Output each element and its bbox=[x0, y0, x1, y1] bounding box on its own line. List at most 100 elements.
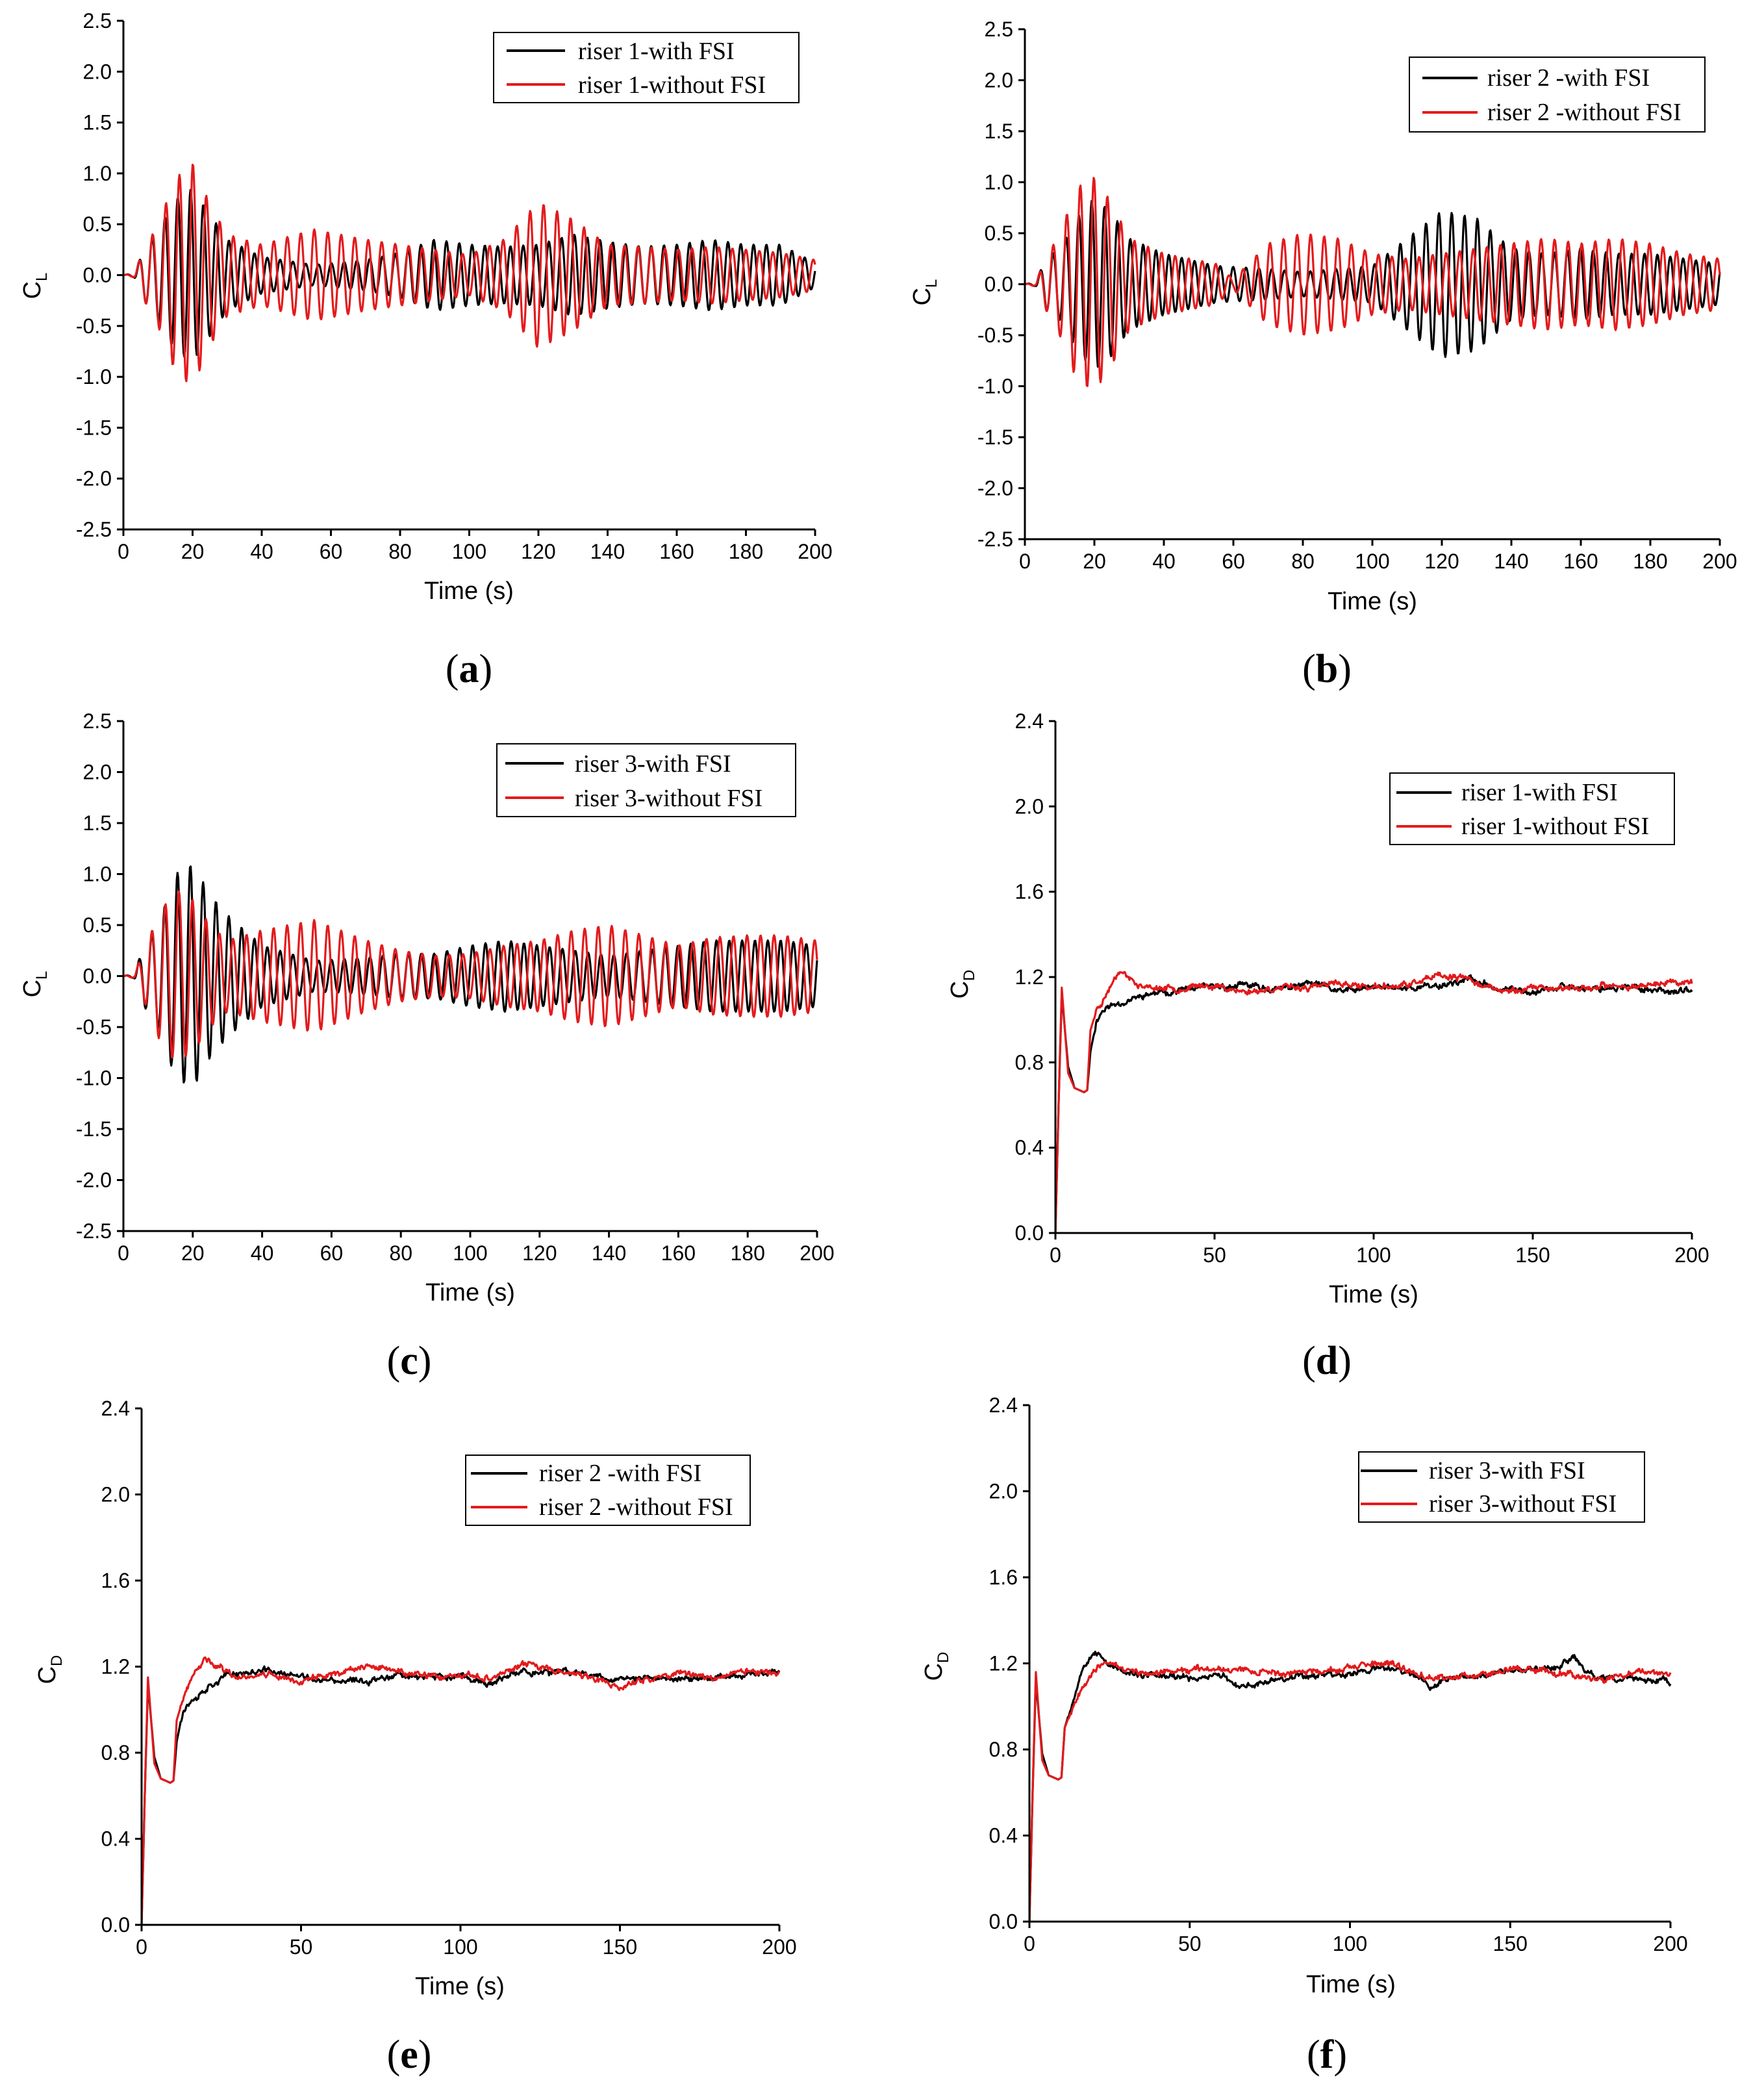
x-tick-label: 60 bbox=[320, 540, 343, 563]
series-line-1 bbox=[1028, 1651, 1672, 1922]
legend-label-series-1: riser 1-with FSI bbox=[1461, 779, 1618, 806]
y-tick-label: 2.5 bbox=[985, 18, 1013, 41]
x-tick-label: 180 bbox=[729, 540, 763, 563]
legend-label-series-1: riser 2 -with FSI bbox=[539, 1460, 701, 1487]
y-tick-label: 0.0 bbox=[101, 1913, 130, 1937]
x-tick-label: 160 bbox=[659, 540, 694, 563]
y-tick-label: 0.0 bbox=[1015, 1221, 1044, 1245]
y-axis-ticks: 2.4 2.0 1.6 1.2 0.8 0.4 0.0 bbox=[989, 1393, 1029, 1933]
y-tick-label: 0.5 bbox=[83, 212, 112, 236]
y-tick-label: 1.0 bbox=[83, 863, 112, 886]
legend: riser 1-with FSI riser 1-without FSI bbox=[493, 32, 800, 103]
x-tick-label: 0 bbox=[136, 1935, 147, 1959]
x-tick-label: 0 bbox=[118, 1241, 129, 1265]
x-axis-ticks: 0 50 100 150 200 bbox=[1024, 1922, 1688, 1955]
y-axis-label: CD bbox=[34, 1655, 66, 1684]
x-tick-label: 150 bbox=[1493, 1932, 1528, 1955]
x-tick-label: 200 bbox=[800, 1241, 834, 1265]
x-tick-label: 20 bbox=[181, 540, 205, 563]
legend: riser 1-with FSI riser 1-without FSI bbox=[1389, 772, 1675, 845]
y-tick-label: 0.4 bbox=[989, 1824, 1018, 1848]
x-tick-label: 20 bbox=[181, 1241, 205, 1265]
series-layer bbox=[1028, 1651, 1672, 1922]
y-tick-label: -2.0 bbox=[76, 467, 112, 490]
x-tick-label: 100 bbox=[1356, 1243, 1391, 1267]
legend-box bbox=[465, 1455, 751, 1526]
x-tick-label: 200 bbox=[1674, 1243, 1709, 1267]
y-axis-ticks: 2.5 2.0 1.5 1.0 0.5 0.0 -0.5 -1.0 -1.5 -2.0 -2.5 bbox=[76, 709, 123, 1243]
legend: riser 2 -with FSI riser 2 -without FSI bbox=[465, 1455, 751, 1526]
y-axis-ticks: 2.4 2.0 1.6 1.2 0.8 0.4 0.0 bbox=[1015, 709, 1055, 1245]
legend-box bbox=[1409, 57, 1706, 133]
legend: riser 2 -with FSI riser 2 -without FSI bbox=[1409, 57, 1706, 133]
x-tick-label: 120 bbox=[521, 540, 555, 563]
panel-label: (a) bbox=[446, 647, 492, 691]
x-tick-label: 20 bbox=[1083, 550, 1106, 573]
x-axis-ticks: 0 50 100 150 200 bbox=[136, 1925, 797, 1959]
axis-frame bbox=[1028, 1405, 1670, 1923]
legend-box bbox=[1389, 772, 1675, 845]
x-axis-ticks: 0 50 100 150 200 bbox=[1050, 1233, 1709, 1267]
y-tick-label: -0.5 bbox=[76, 1015, 112, 1039]
x-tick-label: 100 bbox=[452, 540, 486, 563]
y-tick-label: 0.8 bbox=[989, 1738, 1018, 1761]
x-tick-label: 0 bbox=[1019, 550, 1031, 573]
y-tick-label: 1.5 bbox=[83, 811, 112, 835]
y-tick-label: 1.6 bbox=[101, 1569, 130, 1592]
y-tick-label: -2.5 bbox=[977, 527, 1013, 551]
x-tick-label: 200 bbox=[1702, 550, 1737, 573]
x-tick-label: 40 bbox=[251, 1241, 274, 1265]
axis-frame bbox=[140, 1408, 779, 1926]
x-tick-label: 100 bbox=[1333, 1932, 1367, 1955]
series-line-2 bbox=[140, 1656, 781, 1925]
series-line-2 bbox=[123, 164, 816, 383]
y-tick-label: 1.0 bbox=[985, 171, 1013, 194]
y-tick-label: -2.5 bbox=[76, 518, 112, 541]
x-axis-label: Time (s) bbox=[424, 578, 514, 605]
panel-c: 2.5 2.0 1.5 1.0 0.5 0.0 -0.5 -1.0 -1.5 -2.0 -2.5 0… bbox=[19, 709, 835, 1383]
y-tick-label: 2.4 bbox=[1015, 709, 1044, 733]
series-layer bbox=[1054, 971, 1693, 1234]
panel-e: 2.4 2.0 1.6 1.2 0.8 0.4 0.0 0 50 100 150 200 CD Ti… bbox=[34, 1397, 797, 2077]
y-tick-label: 0.8 bbox=[101, 1741, 130, 1764]
y-tick-label: 1.5 bbox=[985, 120, 1013, 143]
x-axis-label: Time (s) bbox=[1306, 1971, 1396, 1998]
x-tick-label: 120 bbox=[522, 1241, 557, 1265]
y-tick-label: 0.5 bbox=[83, 913, 112, 937]
series-line-2 bbox=[123, 890, 818, 1059]
y-tick-label: 2.5 bbox=[83, 9, 112, 32]
series-line-1 bbox=[123, 865, 818, 1084]
x-tick-label: 80 bbox=[389, 1241, 412, 1265]
legend-box bbox=[493, 32, 800, 103]
series-line-1 bbox=[1054, 974, 1693, 1234]
y-tick-label: 2.0 bbox=[83, 60, 112, 83]
x-tick-label: 50 bbox=[1203, 1243, 1226, 1267]
panel-label: (f) bbox=[1307, 2033, 1347, 2077]
legend-label-series-2: riser 1-without FSI bbox=[578, 71, 766, 99]
x-tick-label: 120 bbox=[1424, 550, 1459, 573]
panel-f: 2.4 2.0 1.6 1.2 0.8 0.4 0.0 0 50 100 150 200 CD Ti… bbox=[920, 1393, 1688, 2077]
panel-label: (d) bbox=[1302, 1339, 1352, 1383]
x-tick-label: 0 bbox=[118, 540, 129, 563]
y-axis-ticks: 2.4 2.0 1.6 1.2 0.8 0.4 0.0 bbox=[101, 1397, 142, 1937]
y-tick-label: 2.0 bbox=[985, 69, 1013, 92]
y-tick-label: -1.5 bbox=[76, 416, 112, 439]
y-axis-ticks: 2.5 2.0 1.5 1.0 0.5 0.0 -0.5 -1.0 -1.5 -2.0 -2.5 bbox=[977, 18, 1025, 551]
legend-label-series-2: riser 2 -without FSI bbox=[539, 1493, 733, 1521]
y-tick-label: 2.0 bbox=[989, 1480, 1018, 1503]
y-axis-label: CL bbox=[909, 279, 940, 306]
series-line-2 bbox=[1024, 177, 1721, 387]
x-tick-label: 100 bbox=[1355, 550, 1389, 573]
y-tick-label: 0.0 bbox=[985, 273, 1013, 296]
y-tick-label: -2.0 bbox=[76, 1169, 112, 1192]
series-layer bbox=[123, 865, 818, 1084]
x-axis-ticks: 0 20 40 60 80 100 120 140 160 180 200 bbox=[118, 529, 833, 563]
x-tick-label: 180 bbox=[731, 1241, 765, 1265]
x-tick-label: 160 bbox=[661, 1241, 696, 1265]
x-axis-label: Time (s) bbox=[1328, 588, 1417, 615]
x-tick-label: 0 bbox=[1024, 1932, 1035, 1955]
y-tick-label: 0.4 bbox=[101, 1827, 130, 1851]
y-tick-label: -2.5 bbox=[76, 1219, 112, 1243]
legend: riser 3-with FSI riser 3-without FSI bbox=[496, 743, 796, 817]
